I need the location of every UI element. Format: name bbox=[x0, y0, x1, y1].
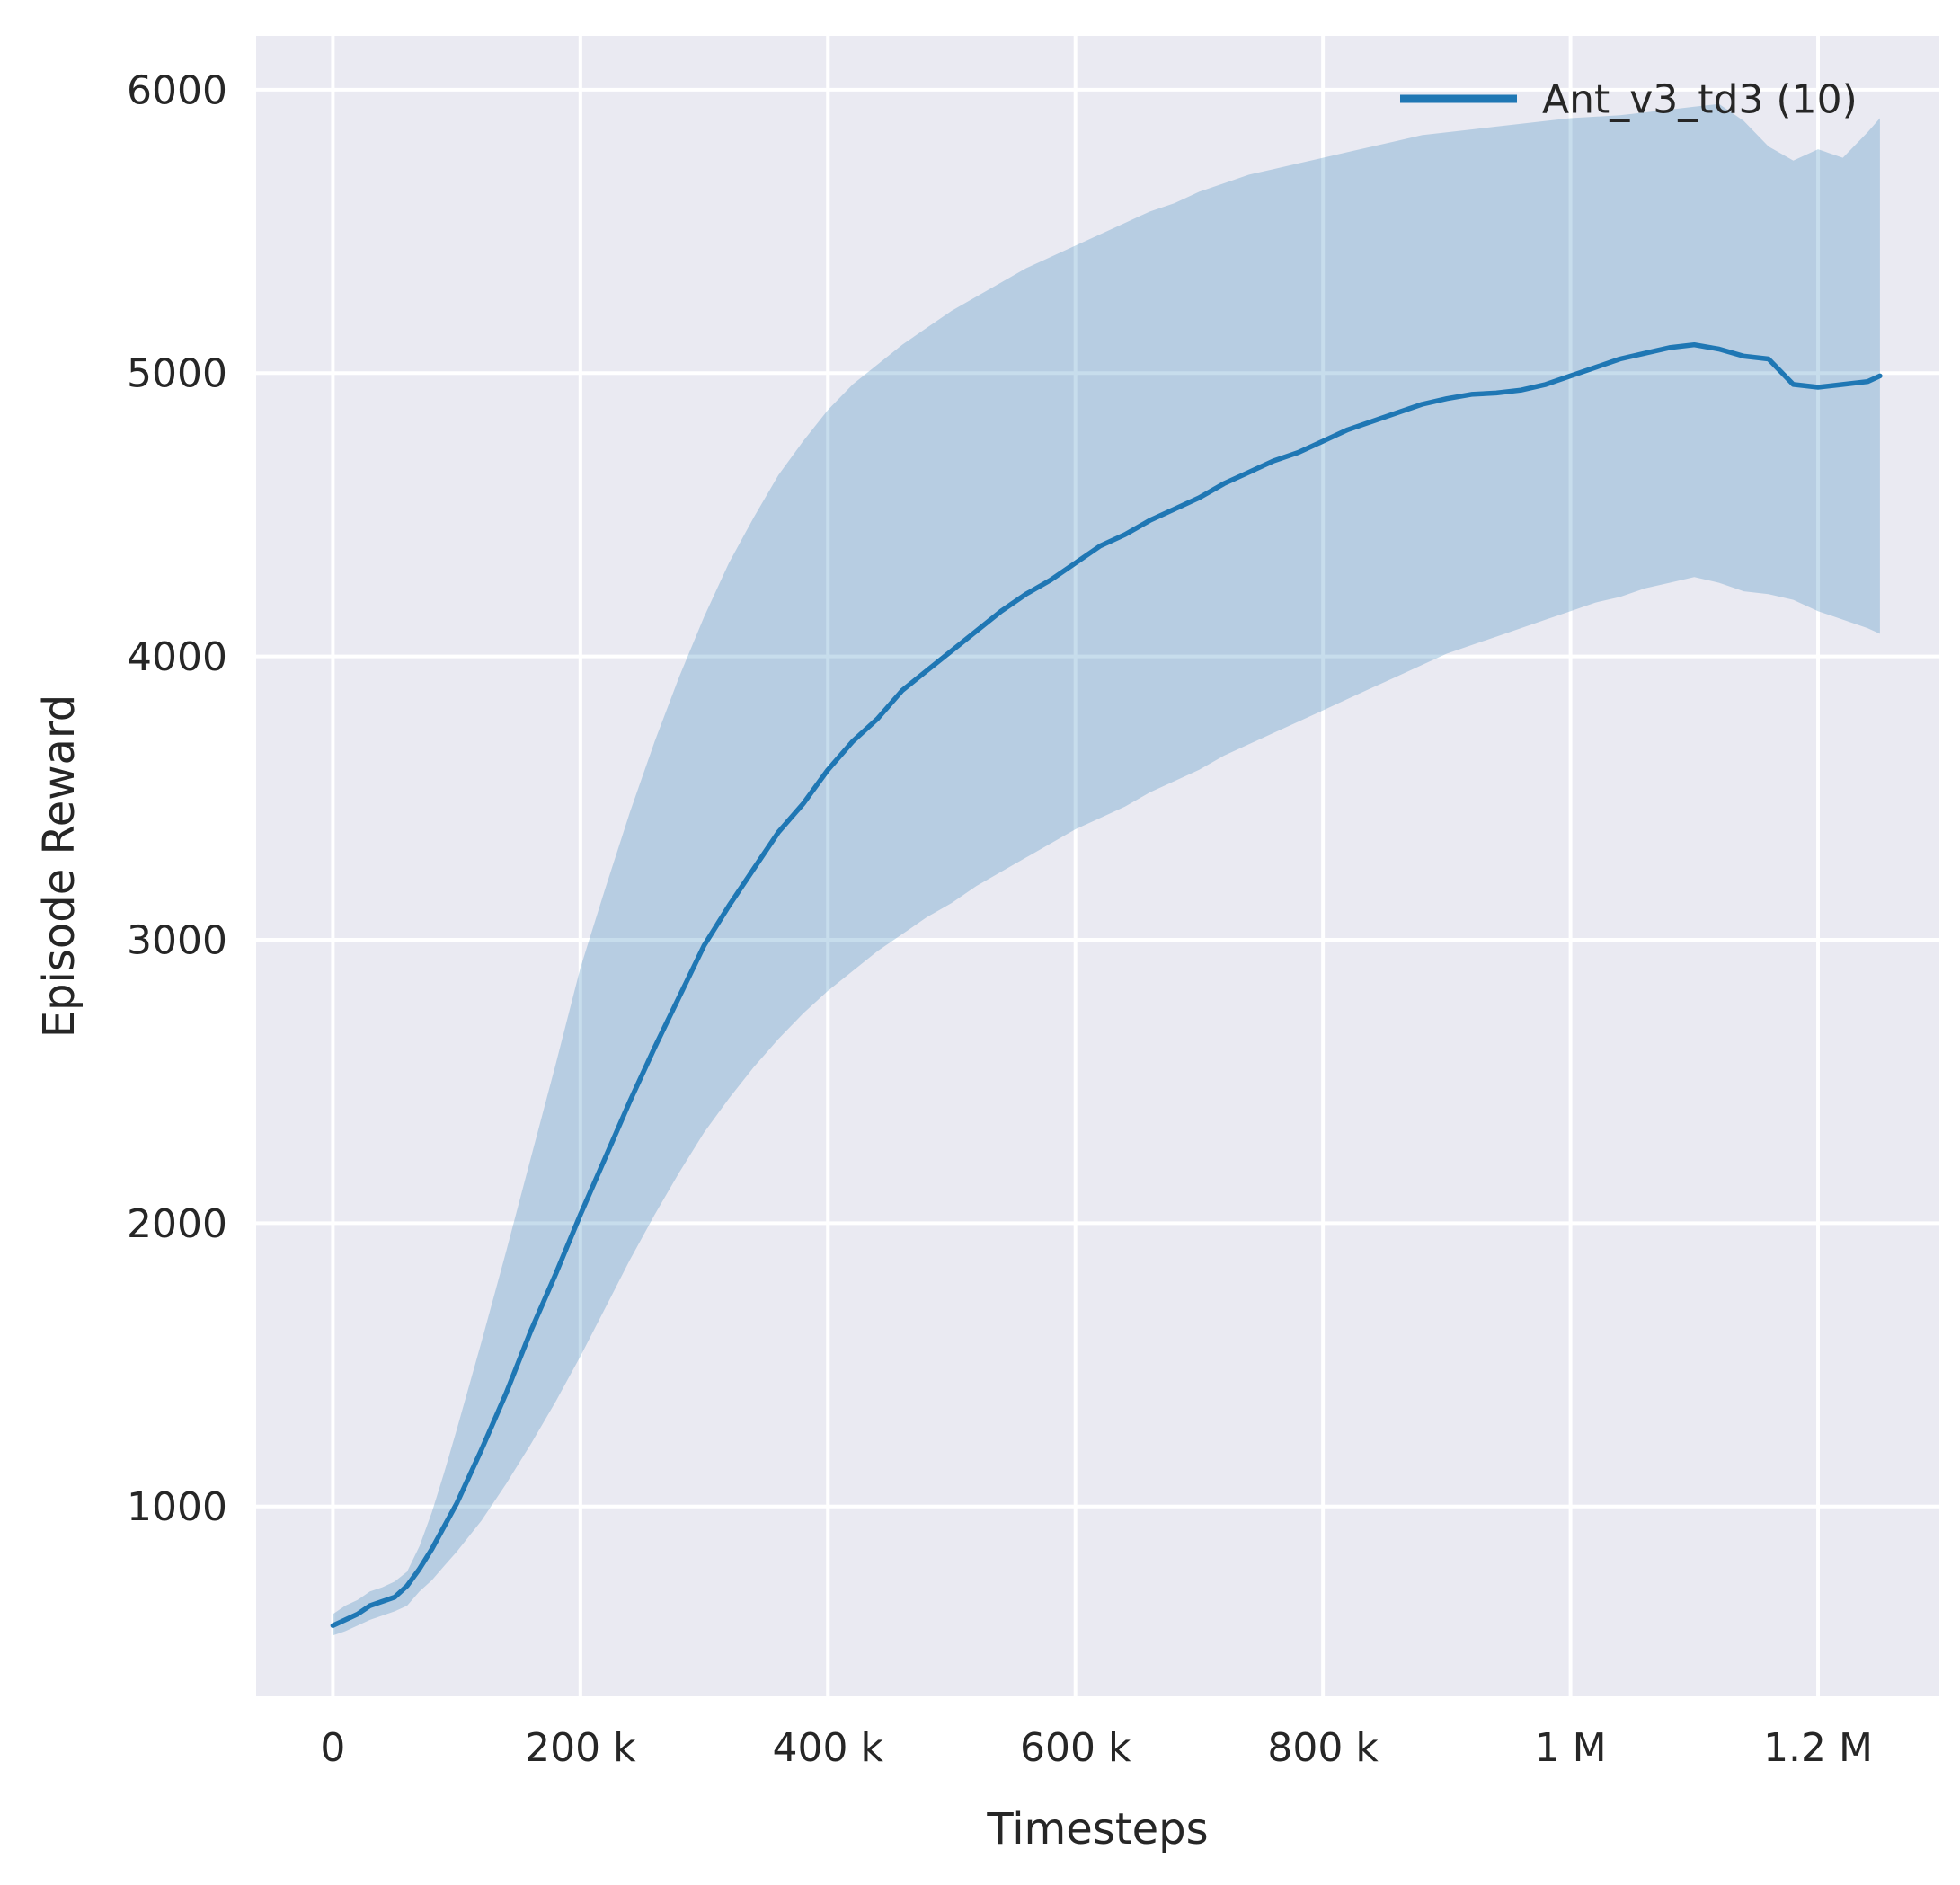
y-tick-label: 4000 bbox=[127, 634, 227, 680]
y-tick-label: 3000 bbox=[127, 917, 227, 963]
y-tick-labels: 1000 2000 3000 4000 5000 6000 bbox=[127, 67, 227, 1530]
y-tick-label: 6000 bbox=[127, 67, 227, 113]
y-tick-label: 2000 bbox=[127, 1201, 227, 1247]
y-tick-label: 5000 bbox=[127, 351, 227, 397]
x-tick-label: 1 M bbox=[1535, 1725, 1607, 1771]
confidence-band-area bbox=[333, 103, 1880, 1636]
grid-lines bbox=[256, 36, 1939, 1696]
y-axis-label: Episode Reward bbox=[34, 695, 84, 1039]
x-tick-label: 200 k bbox=[525, 1725, 636, 1771]
mean-reward-line bbox=[330, 341, 1883, 1628]
x-tick-labels: 0 200 k 400 k 600 k 800 k 1 M 1.2 M bbox=[320, 1725, 1873, 1771]
x-tick-label: 600 k bbox=[1020, 1725, 1131, 1771]
legend-entry-label: Ant_v3_td3 (10) bbox=[1542, 76, 1858, 122]
x-tick-label: 0 bbox=[320, 1725, 345, 1771]
legend: Ant_v3_td3 (10) bbox=[1400, 76, 1858, 122]
series-line bbox=[330, 341, 1883, 1628]
plot-background bbox=[256, 36, 1939, 1696]
y-tick-label: 1000 bbox=[127, 1484, 227, 1530]
x-axis-label: Timesteps bbox=[986, 1804, 1208, 1854]
x-tick-label: 1.2 M bbox=[1763, 1725, 1873, 1771]
x-tick-label: 400 k bbox=[773, 1725, 884, 1771]
confidence-band bbox=[333, 103, 1880, 1636]
x-tick-label: 800 k bbox=[1267, 1725, 1379, 1771]
